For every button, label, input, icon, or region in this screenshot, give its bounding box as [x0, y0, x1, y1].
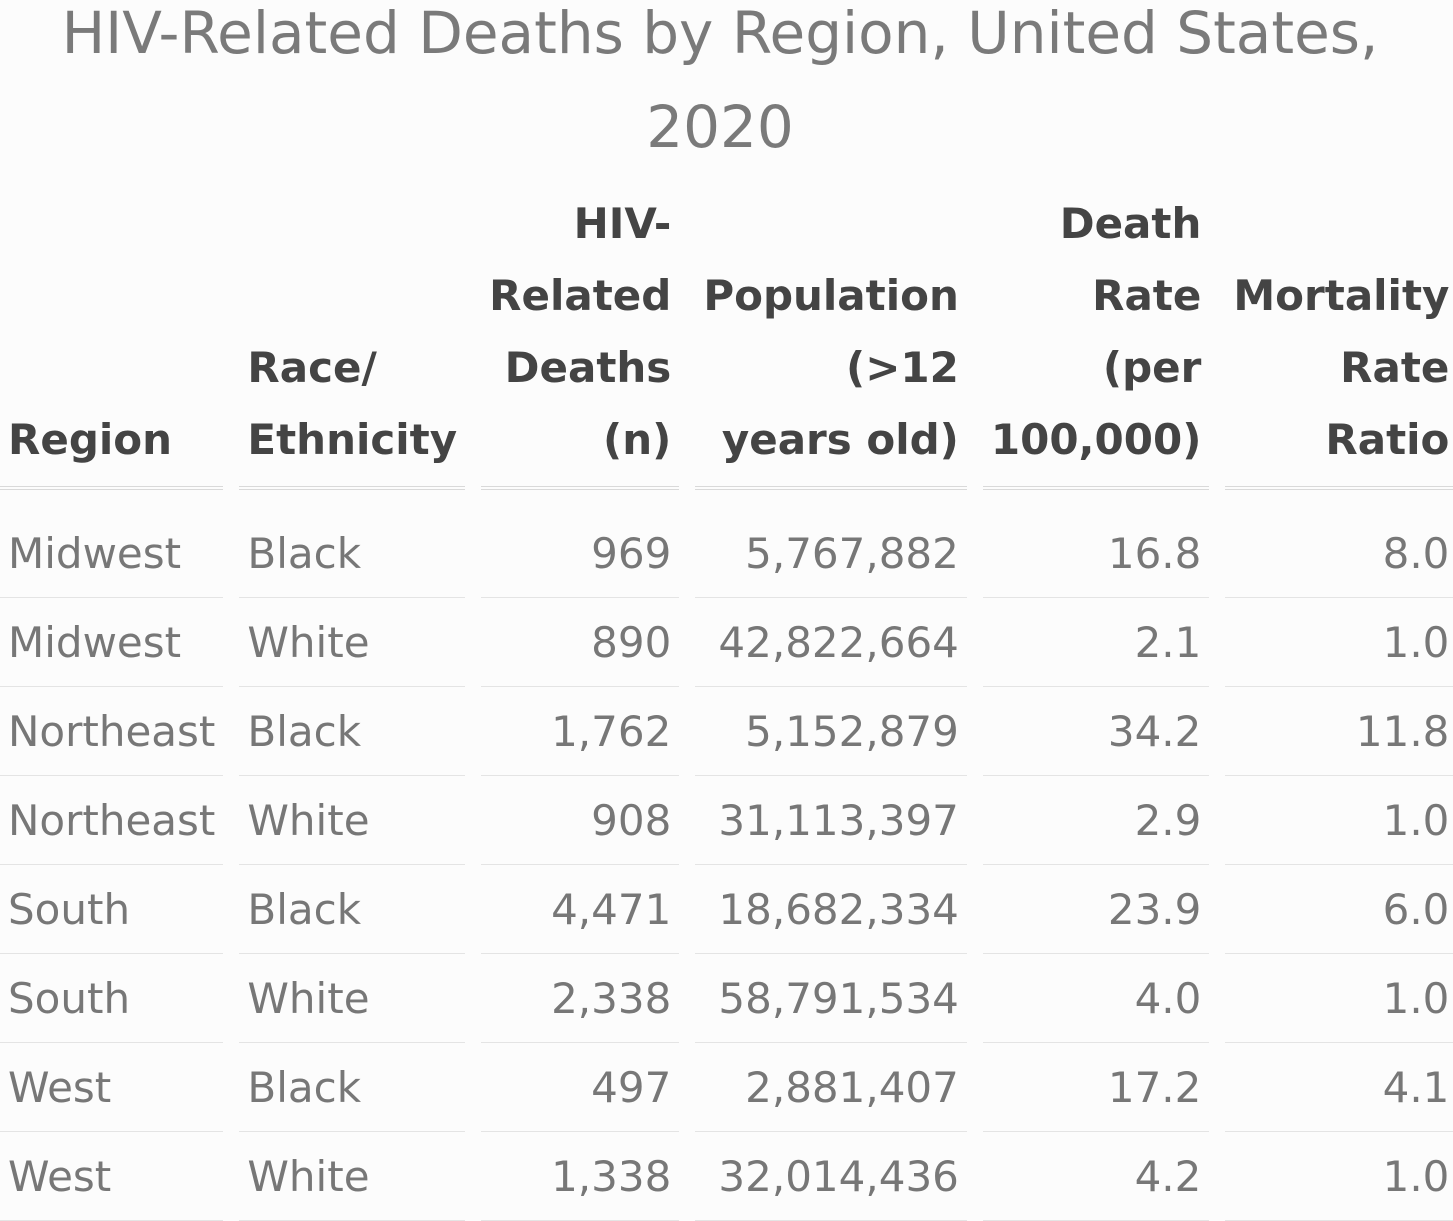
cell-region: South — [0, 865, 224, 954]
cell-region: Northeast — [0, 776, 224, 865]
cell-population: 5,767,882 — [695, 490, 967, 598]
cell-ratio: 11.8 — [1225, 687, 1453, 776]
cell-ratio: 1.0 — [1225, 954, 1453, 1043]
cell-region: South — [0, 954, 224, 1043]
table-header-row: Region Race/ Ethnicity HIV-Related Deaths … — [0, 188, 1453, 490]
cell-deaths: 2,338 — [481, 954, 680, 1043]
cell-region: Northeast — [0, 687, 224, 776]
cell-deaths: 908 — [481, 776, 680, 865]
table-row: Midwest White 890 42,822,664 2.1 1.0 — [0, 598, 1453, 687]
cell-rate: 34.2 — [982, 687, 1210, 776]
cell-rate: 4.2 — [982, 1132, 1210, 1221]
cell-population: 2,881,407 — [695, 1043, 967, 1132]
cell-race: White — [239, 1132, 466, 1221]
table-body: Midwest Black 969 5,767,882 16.8 8.0 Midwest Wh… — [0, 490, 1453, 1221]
cell-ratio: 4.1 — [1225, 1043, 1453, 1132]
column-header-rate: Death Rate (per 100,000) — [982, 188, 1210, 490]
cell-rate: 16.8 — [982, 490, 1210, 598]
cell-race: White — [239, 954, 466, 1043]
table-row: West Black 497 2,881,407 17.2 4.1 — [0, 1043, 1453, 1132]
column-header-race: Race/ Ethnicity — [239, 188, 466, 490]
cell-population: 42,822,664 — [695, 598, 967, 687]
cell-deaths: 497 — [481, 1043, 680, 1132]
table-row: South Black 4,471 18,682,334 23.9 6.0 — [0, 865, 1453, 954]
cell-race: White — [239, 598, 466, 687]
table-row: Northeast Black 1,762 5,152,879 34.2 11.8 — [0, 687, 1453, 776]
cell-ratio: 1.0 — [1225, 598, 1453, 687]
cell-rate: 17.2 — [982, 1043, 1210, 1132]
column-header-region: Region — [0, 188, 224, 490]
data-table: Region Race/ Ethnicity HIV-Related Deaths … — [0, 188, 1453, 1221]
cell-deaths: 1,338 — [481, 1132, 680, 1221]
column-header-deaths: HIV-Related Deaths (n) — [481, 188, 680, 490]
cell-region: West — [0, 1132, 224, 1221]
cell-ratio: 1.0 — [1225, 1132, 1453, 1221]
cell-population: 58,791,534 — [695, 954, 967, 1043]
cell-ratio: 8.0 — [1225, 490, 1453, 598]
cell-race: White — [239, 776, 466, 865]
cell-race: Black — [239, 865, 466, 954]
cell-ratio: 6.0 — [1225, 865, 1453, 954]
column-header-population: Population (>12 years old) — [695, 188, 967, 490]
cell-rate: 2.9 — [982, 776, 1210, 865]
table-row: Midwest Black 969 5,767,882 16.8 8.0 — [0, 490, 1453, 598]
cell-race: Black — [239, 1043, 466, 1132]
cell-population: 18,682,334 — [695, 865, 967, 954]
cell-rate: 4.0 — [982, 954, 1210, 1043]
table-row: Northeast White 908 31,113,397 2.9 1.0 — [0, 776, 1453, 865]
cell-deaths: 890 — [481, 598, 680, 687]
cell-region: West — [0, 1043, 224, 1132]
cell-region: Midwest — [0, 490, 224, 598]
cell-region: Midwest — [0, 598, 224, 687]
table-row: West White 1,338 32,014,436 4.2 1.0 — [0, 1132, 1453, 1221]
cell-population: 32,014,436 — [695, 1132, 967, 1221]
cell-rate: 2.1 — [982, 598, 1210, 687]
cell-population: 31,113,397 — [695, 776, 967, 865]
column-header-ratio: Mortality Rate Ratio — [1225, 188, 1453, 490]
cell-population: 5,152,879 — [695, 687, 967, 776]
cell-race: Black — [239, 490, 466, 598]
cell-race: Black — [239, 687, 466, 776]
cell-ratio: 1.0 — [1225, 776, 1453, 865]
cell-deaths: 4,471 — [481, 865, 680, 954]
cell-deaths: 1,762 — [481, 687, 680, 776]
table-row: South White 2,338 58,791,534 4.0 1.0 — [0, 954, 1453, 1043]
cell-deaths: 969 — [481, 490, 680, 598]
cell-rate: 23.9 — [982, 865, 1210, 954]
chart-title: HIV-Related Deaths by Region, United Sta… — [61, 0, 1379, 161]
